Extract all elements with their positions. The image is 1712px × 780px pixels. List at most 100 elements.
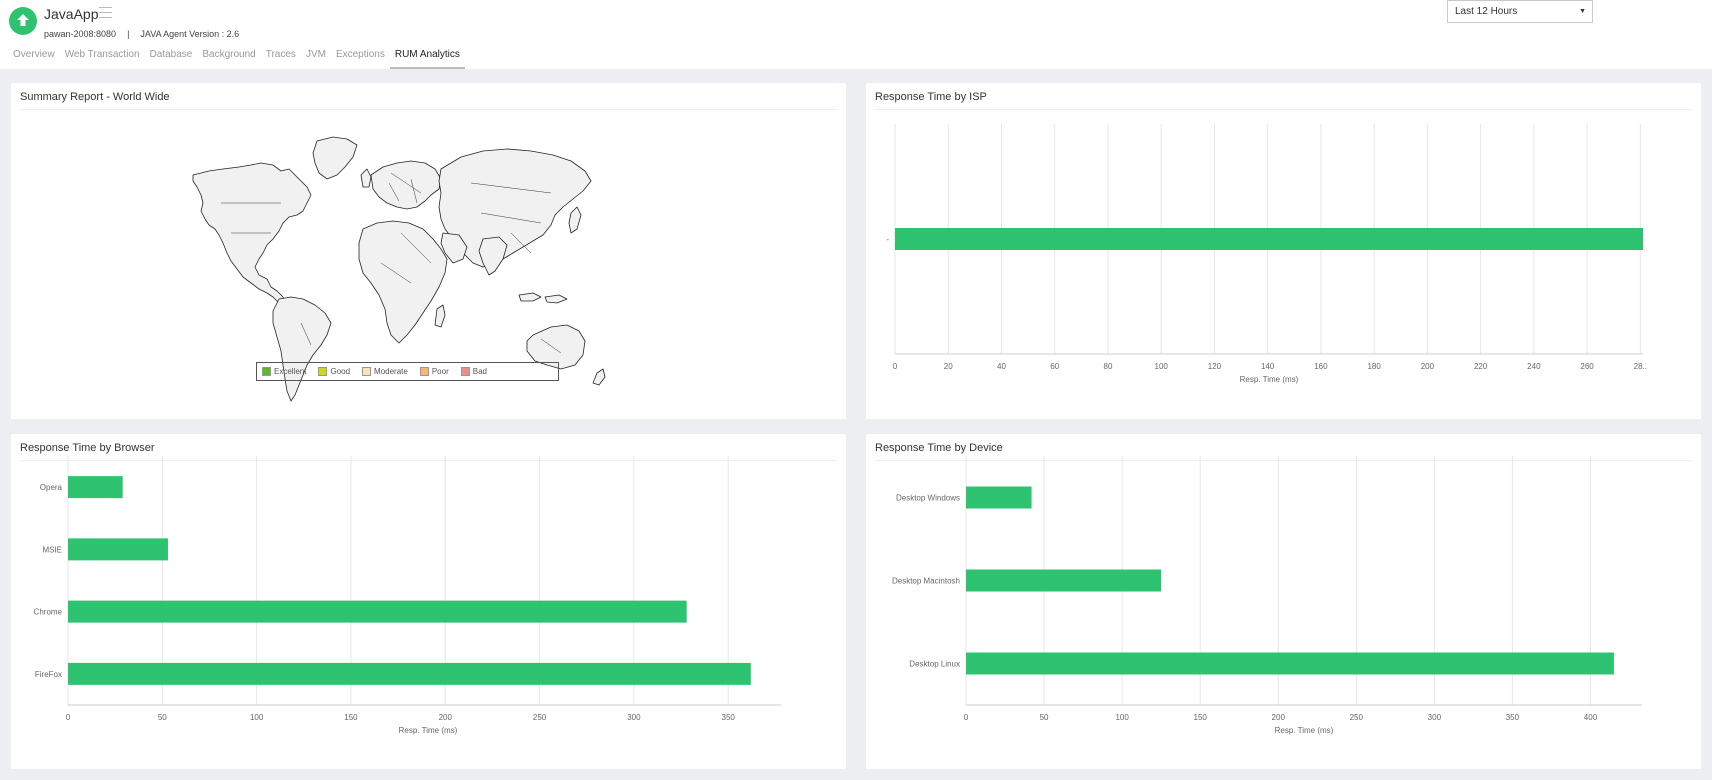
x-tick-label: 150 xyxy=(1194,713,1208,722)
map-region-india xyxy=(478,236,508,276)
tab-traces[interactable]: Traces xyxy=(265,49,296,60)
x-tick-label: 240 xyxy=(1527,362,1541,371)
world-summary-panel: Summary Report - World Wide xyxy=(11,83,846,419)
bar[interactable] xyxy=(966,486,1032,509)
x-tick-label: 350 xyxy=(722,713,736,722)
x-tick-label: 150 xyxy=(344,713,358,722)
x-tick-label: 200 xyxy=(1272,713,1286,722)
panel-title: Summary Report - World Wide xyxy=(20,91,170,103)
x-axis-title: Resp. Time (ms) xyxy=(1240,375,1299,384)
x-tick-label: 400 xyxy=(1584,713,1598,722)
x-tick-label: 100 xyxy=(250,713,264,722)
x-axis-title: Resp. Time (ms) xyxy=(399,726,458,735)
device-response-panel: Response Time by Device 0 50 100 150 200 250 3… xyxy=(866,434,1701,769)
legend-swatch xyxy=(419,367,429,376)
map-region-north-america xyxy=(192,162,312,306)
tab-jvm[interactable]: JVM xyxy=(305,49,326,60)
x-tick-label: 200 xyxy=(1421,362,1435,371)
bar[interactable] xyxy=(68,476,123,499)
app-status-up-icon xyxy=(9,7,37,35)
legend-swatch xyxy=(460,367,470,376)
map-region-australia xyxy=(526,324,586,370)
x-tick-label: 60 xyxy=(1050,362,1059,371)
legend-item-poor[interactable]: Poor xyxy=(419,367,449,376)
x-tick-label: 350 xyxy=(1506,713,1520,722)
panel-title: Response Time by Device xyxy=(875,442,1003,454)
y-category-label: MSIE xyxy=(42,545,62,554)
x-tick-label: 250 xyxy=(1350,713,1364,722)
x-tick-label: 100 xyxy=(1155,362,1169,371)
bar[interactable] xyxy=(895,228,1643,250)
y-category-label: FireFox xyxy=(35,670,62,679)
map-region-greenland xyxy=(312,136,358,180)
browser-bar-chart: 0 50 100 150 200 250 300 350 Opera MSIE Chrome Fire… xyxy=(34,456,781,735)
x-tick-label: 28.. xyxy=(1634,362,1647,371)
x-tick-label: 0 xyxy=(893,362,898,371)
tab-overview[interactable]: Overview xyxy=(13,49,55,60)
x-tick-label: 80 xyxy=(1104,362,1113,371)
x-tick-label: 50 xyxy=(158,713,167,722)
x-tick-label: 200 xyxy=(439,713,453,722)
bar[interactable] xyxy=(966,652,1614,675)
bar[interactable] xyxy=(68,538,168,561)
map-region-new-zealand xyxy=(592,368,606,386)
map-region-uk xyxy=(360,168,372,188)
tab-exceptions[interactable]: Exceptions xyxy=(335,49,385,60)
hamburger-menu-icon[interactable] xyxy=(99,7,112,19)
isp-response-panel: Response Time by ISP 0 20 40 60 80 100 120 140 1… xyxy=(866,83,1701,419)
panel-divider xyxy=(20,109,837,110)
legend-label: Excellent xyxy=(274,367,307,376)
map-region-indonesia xyxy=(518,292,568,304)
tab-background[interactable]: Background xyxy=(202,49,256,60)
y-category-label: Desktop Macintosh xyxy=(892,577,960,586)
x-tick-label: 0 xyxy=(964,713,969,722)
x-tick-label: 40 xyxy=(997,362,1006,371)
map-region-japan xyxy=(568,206,582,234)
panel-divider xyxy=(20,460,837,461)
map-region-africa xyxy=(358,220,448,344)
legend-label: Good xyxy=(330,367,351,376)
tab-database[interactable]: Database xyxy=(149,49,193,60)
host-label: pawan-2008:8080 xyxy=(44,29,117,39)
map-region-asia xyxy=(438,148,592,268)
legend-item-bad[interactable]: Bad xyxy=(460,367,487,376)
x-tick-label: 160 xyxy=(1314,362,1328,371)
bar[interactable] xyxy=(966,569,1162,592)
panel-title: Response Time by Browser xyxy=(20,442,155,454)
chevron-down-icon: ▼ xyxy=(1579,8,1586,15)
tab-rum-analytics[interactable]: RUM Analytics xyxy=(389,46,465,69)
browser-response-panel: Response Time by Browser 0 50 100 150 200 250… xyxy=(11,434,846,769)
map-region-madagascar xyxy=(434,304,446,328)
app-name: JavaApp xyxy=(44,6,99,22)
legend-item-moderate[interactable]: Moderate xyxy=(362,367,408,376)
panel-title: Response Time by ISP xyxy=(875,91,987,103)
legend-swatch xyxy=(262,367,271,376)
x-tick-label: 250 xyxy=(533,713,547,722)
x-tick-label: 140 xyxy=(1261,362,1275,371)
x-tick-label: 100 xyxy=(1115,713,1129,722)
bar[interactable] xyxy=(68,662,751,685)
map-region-europe xyxy=(370,160,442,210)
agent-version-label: JAVA Agent Version : 2.6 xyxy=(140,29,240,39)
x-tick-label: 50 xyxy=(1040,713,1049,722)
world-map[interactable] xyxy=(11,83,846,419)
legend-swatch xyxy=(318,367,328,376)
y-category-label: Desktop Linux xyxy=(909,660,960,669)
legend-item-good[interactable]: Good xyxy=(318,367,350,376)
map-region-arabia xyxy=(440,232,468,264)
isp-bar-chart: 0 20 40 60 80 100 120 140 160 180 200 220 240 260 28..… xyxy=(886,124,1647,384)
bar[interactable] xyxy=(68,600,687,623)
legend-label: Moderate xyxy=(374,367,408,376)
legend-swatch xyxy=(362,367,372,376)
y-category-label: Opera xyxy=(40,483,63,492)
app-info: pawan-2008:8080 | JAVA Agent Version : 2.6 xyxy=(44,29,239,39)
legend-item-excellent[interactable]: Excellent xyxy=(262,367,306,376)
tab-web-transaction[interactable]: Web Transaction xyxy=(64,49,140,60)
time-range-value: Last 12 Hours xyxy=(1455,6,1518,17)
y-category-label: Desktop Windows xyxy=(896,494,960,503)
info-separator: | xyxy=(127,29,130,39)
x-tick-label: 300 xyxy=(1428,713,1442,722)
time-range-select[interactable]: Last 12 Hours ▼ xyxy=(1447,0,1593,23)
panel-divider xyxy=(875,460,1692,461)
panel-divider xyxy=(875,109,1692,110)
